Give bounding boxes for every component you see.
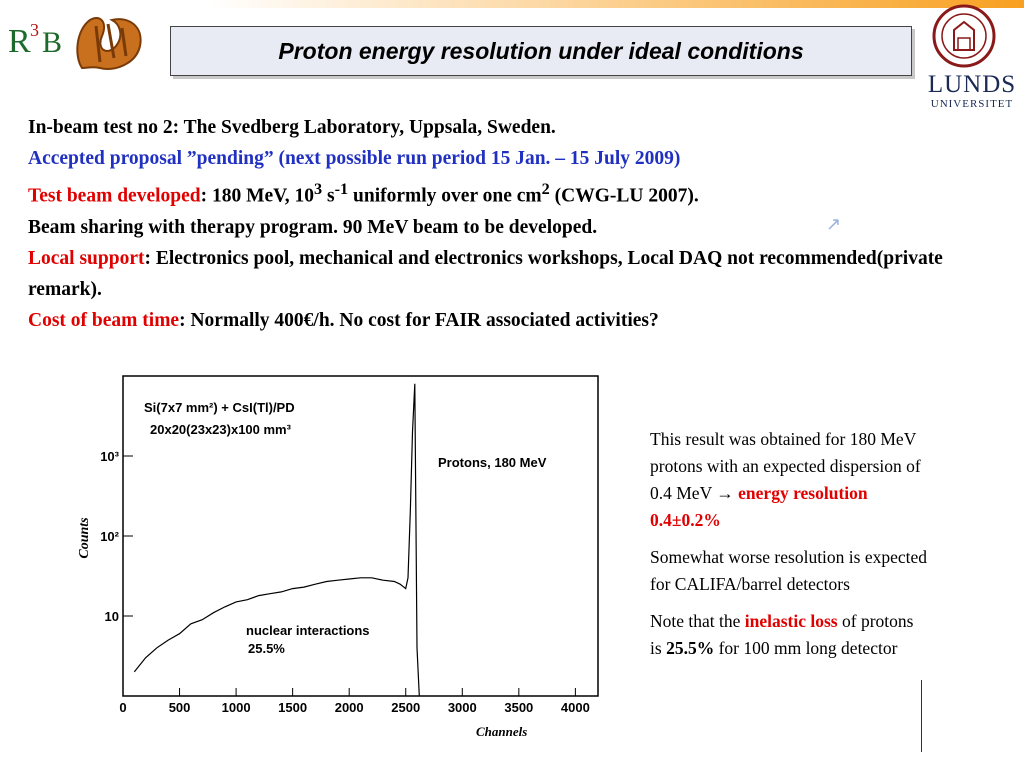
x-tick-label: 4000 xyxy=(561,700,590,715)
local-support-label: Local support xyxy=(28,247,145,269)
test-beam-label: Test beam developed xyxy=(28,185,201,207)
note-inelastic-value: 25.5% xyxy=(666,638,715,658)
line-test-beam: Test beam developed: 180 MeV, 103 s-1 un… xyxy=(28,174,1003,212)
beam-spec-sup1: 3 xyxy=(314,180,323,198)
y-tick-label: 10³ xyxy=(100,449,119,464)
x-axis-label: Channels xyxy=(476,724,527,739)
slide-title: Proton energy resolution under ideal con… xyxy=(278,37,804,64)
x-tick-label: 3500 xyxy=(504,700,533,715)
detector-label-1: Si(7x7 mm²) + CsI(Tl)/PD xyxy=(144,400,295,415)
peak-label: Protons, 180 MeV xyxy=(438,455,547,470)
arrow-right-icon: → xyxy=(716,483,734,503)
x-tick-label: 2500 xyxy=(391,700,420,715)
svg-text:3: 3 xyxy=(30,20,39,40)
y-tick-label: 10 xyxy=(105,609,119,624)
x-tick-label: 3000 xyxy=(448,700,477,715)
university-name: LUNDS UNIVERSITET xyxy=(922,71,1022,111)
note-inelastic: Note that the inelastic loss of protons … xyxy=(650,608,928,662)
y-axis-label: Counts xyxy=(77,517,92,559)
note-inelastic-c: for 100 mm long detector xyxy=(714,638,898,658)
tail-label-1: nuclear interactions xyxy=(246,623,370,638)
note-worse-resolution: Somewhat worse resolution is expected fo… xyxy=(650,547,928,594)
beam-spec-a: : 180 MeV, 10 xyxy=(200,185,314,207)
beam-spec-b: s xyxy=(322,185,335,207)
beam-spec-d: (CWG-LU 2007). xyxy=(549,185,699,207)
line-test-site: In-beam test no 2: The Svedberg Laborato… xyxy=(28,117,556,138)
y-tick-label: 10² xyxy=(100,529,119,544)
r3b-logo: R 3 B xyxy=(8,17,142,70)
x-tick-label: 2000 xyxy=(335,700,364,715)
university-name-line2: UNIVERSITET xyxy=(930,98,1014,110)
beam-spec-c: uniformly over one cm xyxy=(348,185,542,207)
tail-label-2: 25.5% xyxy=(248,641,285,656)
svg-text:B: B xyxy=(42,26,62,59)
x-tick-label: 1000 xyxy=(222,700,251,715)
cost-text: : Normally 400€/h. No cost for FAIR asso… xyxy=(179,309,659,331)
energy-spectrum-chart: 0 500 1000 1500 2000 2500 3000 3500 4000 10 10² 10… xyxy=(77,375,599,739)
top-accent-band xyxy=(210,0,1024,8)
margin-line xyxy=(921,680,922,752)
spectrum-line xyxy=(133,383,420,697)
line-cost: Cost of beam time: Normally 400€/h. No c… xyxy=(28,305,1003,336)
note-result-highlight: energy resolution 0.4±0.2% xyxy=(650,483,868,530)
x-tick-label: 1500 xyxy=(278,700,307,715)
beam-spec-sup3: 2 xyxy=(541,180,550,198)
university-seal xyxy=(932,4,996,68)
line-local-support: Local support: Electronics pool, mechani… xyxy=(28,243,1003,305)
line-beam-sharing: Beam sharing with therapy program. 90 Me… xyxy=(28,216,598,238)
university-name-line1: LUNDS xyxy=(927,71,1017,98)
detector-label-2: 20x20(23x23)x100 mm³ xyxy=(150,422,292,437)
side-notes: This result was obtained for 180 MeV pro… xyxy=(650,426,928,672)
line-accepted-proposal: Accepted proposal ”pending” (next possib… xyxy=(28,148,681,169)
slide-title-box: Proton energy resolution under ideal con… xyxy=(170,26,912,76)
svg-text:R: R xyxy=(8,23,31,60)
note-inelastic-a: Note that the xyxy=(650,611,745,631)
note-inelastic-b: of protons is xyxy=(650,611,914,658)
note-inelastic-highlight: inelastic loss xyxy=(744,611,838,631)
local-support-text: : Electronics pool, mechanical and elect… xyxy=(28,247,943,300)
x-tick-label: 0 xyxy=(119,700,126,715)
note-result-text: This result was obtained for 180 MeV pro… xyxy=(650,429,921,503)
decorative-arrow-icon: ↗ xyxy=(826,214,842,234)
beam-spec-sup2: -1 xyxy=(334,180,349,198)
cost-label: Cost of beam time xyxy=(28,309,180,331)
note-result: This result was obtained for 180 MeV pro… xyxy=(650,426,928,534)
x-tick-label: 500 xyxy=(169,700,191,715)
main-text: In-beam test no 2: The Svedberg Laborato… xyxy=(28,112,1003,336)
